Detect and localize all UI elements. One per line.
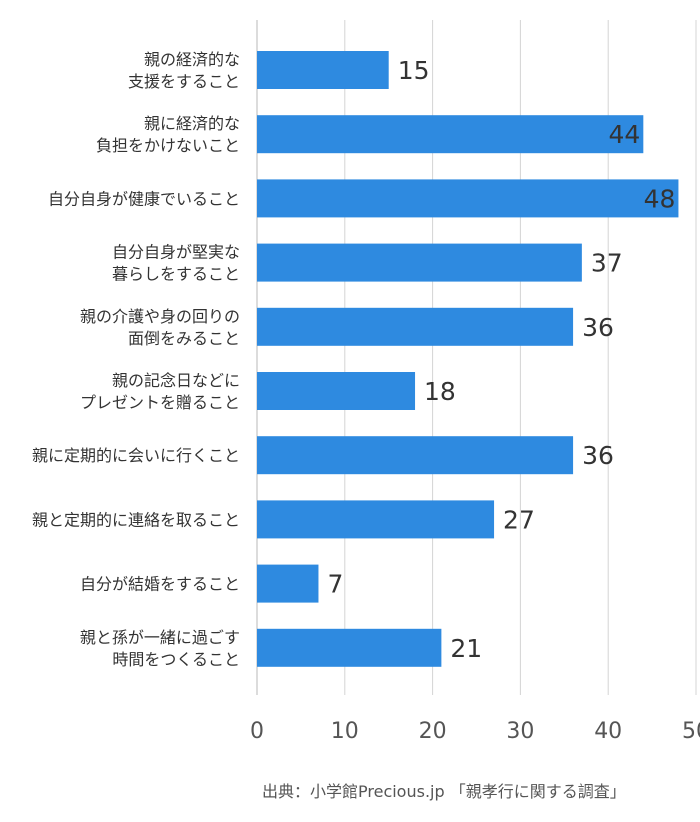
- bar: [257, 372, 416, 410]
- data-label: 36: [582, 313, 614, 342]
- category-label: 親に経済的な: [144, 114, 240, 133]
- category-label: 自分自身が健康でいること: [48, 189, 240, 208]
- bar: [257, 500, 495, 539]
- bar: [257, 564, 319, 603]
- data-label: 36: [582, 441, 614, 470]
- data-label: 15: [398, 56, 430, 85]
- bar: [257, 307, 574, 346]
- category-label: 親に定期的に会いに行くこと: [32, 446, 240, 465]
- x-tick-label: 50: [682, 719, 700, 744]
- category-label: 時間をつくること: [112, 650, 240, 669]
- category-label: 暮らしをすること: [112, 265, 240, 284]
- bar: [257, 51, 389, 89]
- category-label: 親と定期的に連絡を取ること: [32, 510, 240, 529]
- data-label: 48: [644, 184, 676, 213]
- category-label: 親の経済的な: [144, 50, 240, 69]
- data-label: 21: [450, 634, 482, 663]
- x-tick-label: 30: [506, 719, 534, 744]
- category-label: 自分が結婚をすること: [80, 575, 240, 594]
- data-label: 7: [327, 570, 343, 599]
- x-tick-label: 10: [331, 719, 359, 744]
- x-tick-label: 40: [594, 719, 622, 744]
- bar: [257, 243, 582, 282]
- category-label: 支援をすること: [128, 72, 240, 91]
- bar: [257, 115, 644, 154]
- category-label: 親の記念日などに: [112, 371, 240, 390]
- bar: [257, 436, 574, 475]
- data-label: 37: [591, 249, 623, 278]
- category-label: 負担をかけないこと: [96, 136, 240, 155]
- category-label: 自分自身が堅実な: [112, 243, 240, 262]
- category-label: 親と孫が一緒に過ごす: [80, 628, 240, 647]
- data-label: 18: [424, 377, 456, 406]
- x-tick-label: 20: [419, 719, 447, 744]
- category-label: プレゼントを贈ること: [80, 393, 240, 412]
- data-label: 27: [503, 505, 535, 534]
- bar: [257, 179, 679, 218]
- data-label: 44: [609, 120, 641, 149]
- x-tick-label: 0: [250, 719, 264, 744]
- bar: [257, 628, 442, 667]
- category-label: 面倒をみること: [128, 329, 240, 348]
- source-note: 出典：小学館Precious.jp 「親孝行に関する調査」: [262, 782, 626, 801]
- category-label: 親の介護や身の回りの: [80, 307, 240, 326]
